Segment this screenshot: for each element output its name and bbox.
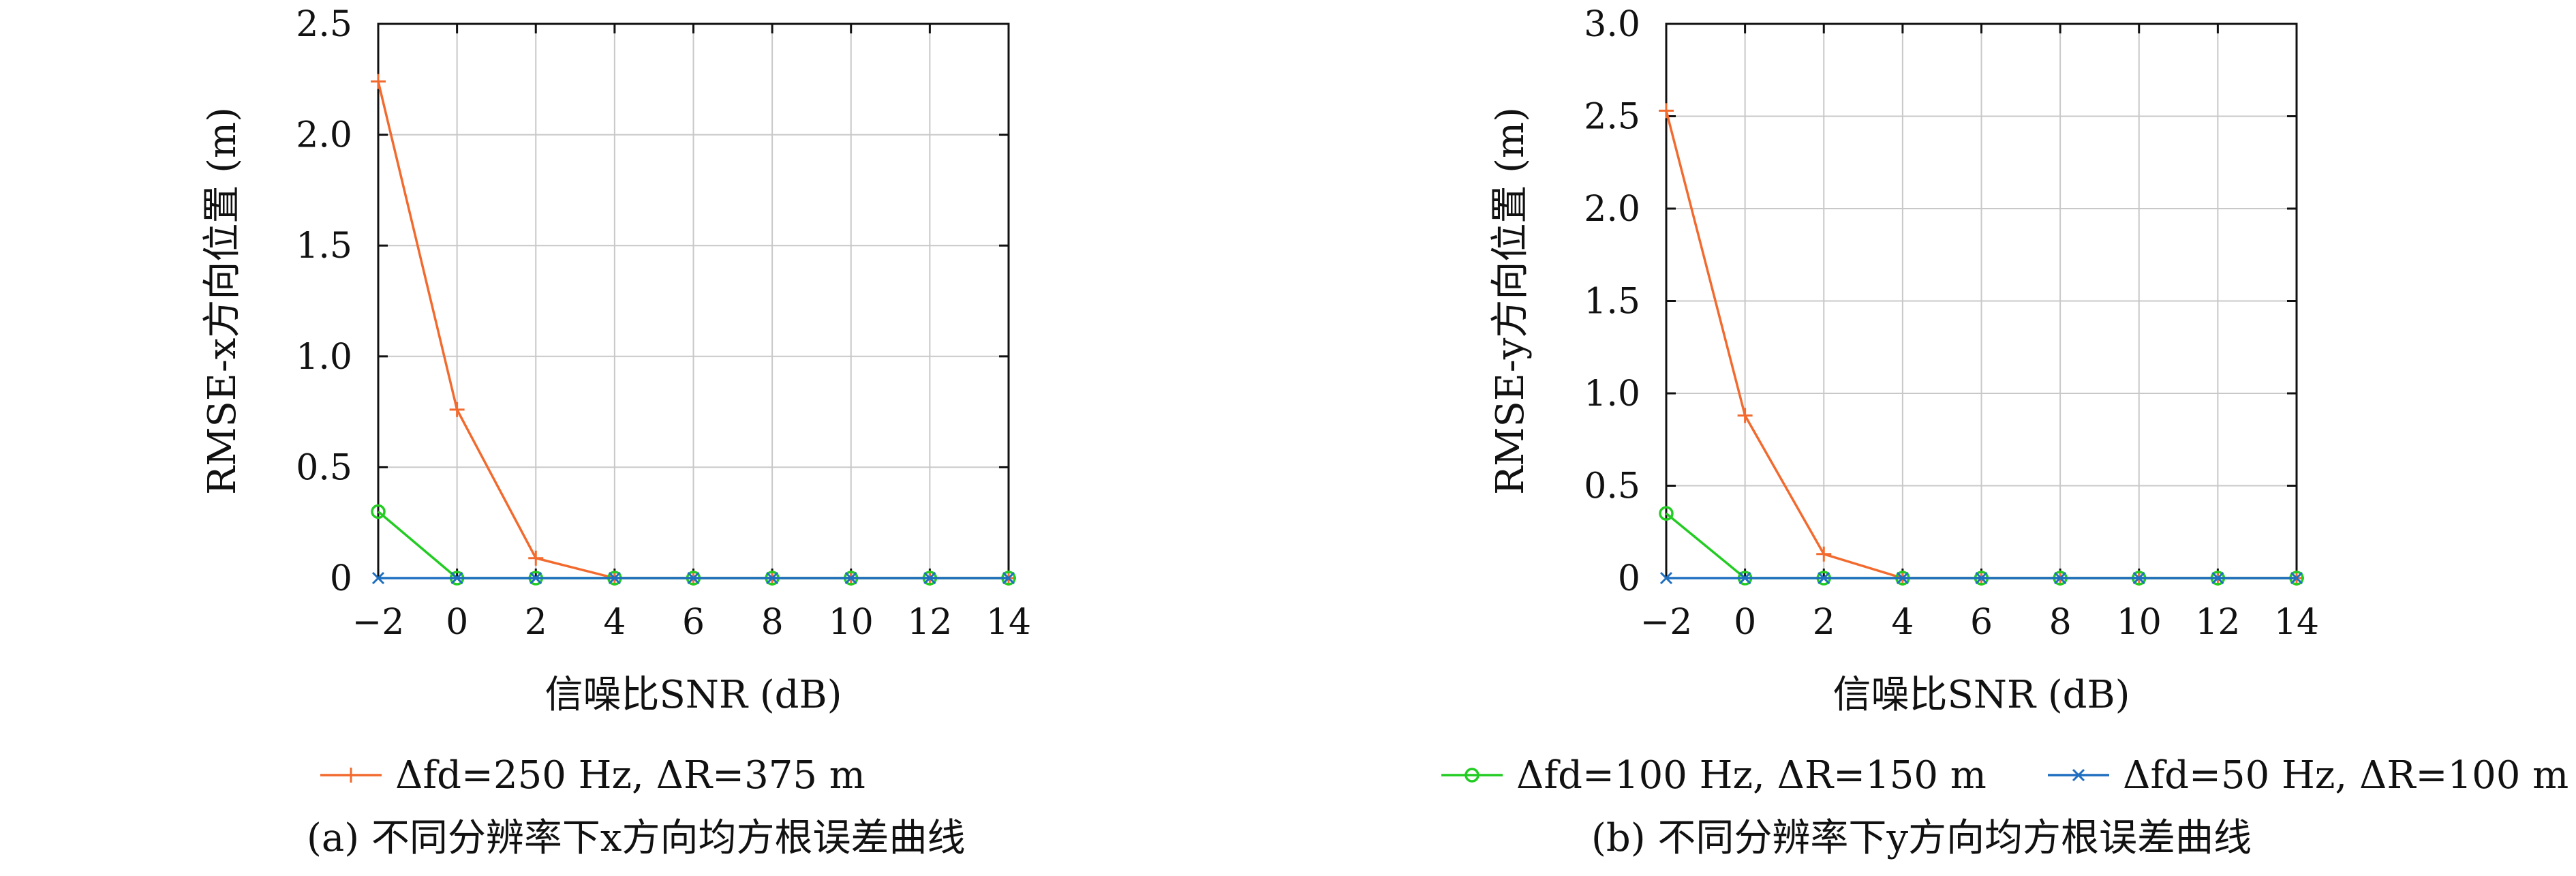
data-point-series-1 bbox=[449, 402, 465, 417]
y-axis-label: RMSE-x方向位置 (m) bbox=[200, 107, 245, 495]
y-tick-label: 2.5 bbox=[1584, 97, 1640, 138]
data-point-series-3 bbox=[2054, 571, 2067, 585]
data-point-series-2 bbox=[371, 504, 386, 519]
data-point-series-3 bbox=[2132, 571, 2145, 585]
y-tick-label: 0.5 bbox=[296, 447, 352, 488]
x-tick-label: 10 bbox=[2117, 602, 2162, 643]
x-tick-label: 4 bbox=[603, 602, 626, 643]
data-point-series-3 bbox=[1738, 571, 1751, 585]
data-point-series-3 bbox=[844, 571, 857, 585]
x-tick-label: 14 bbox=[986, 602, 1031, 643]
x-tick-label: 8 bbox=[761, 602, 784, 643]
data-point-series-1 bbox=[1737, 408, 1753, 423]
legend-marker bbox=[343, 768, 358, 783]
x-axis-label: 信噪比SNR (dB) bbox=[545, 673, 842, 717]
data-point-series-3 bbox=[2211, 571, 2224, 585]
x-tick-label: −2 bbox=[352, 602, 405, 643]
x-tick-label: 6 bbox=[682, 602, 705, 643]
legend-marker bbox=[1465, 768, 1479, 783]
y-axis-label: RMSE-y方向位置 (m) bbox=[1488, 107, 1533, 495]
x-tick-label: −2 bbox=[1640, 602, 1693, 643]
data-point-series-3 bbox=[2290, 571, 2303, 585]
data-point-series-1 bbox=[1659, 103, 1674, 119]
data-point-series-3 bbox=[1975, 571, 1988, 585]
legend-label: Δfd=250 Hz, ΔR=375 m bbox=[395, 753, 865, 798]
data-point-series-3 bbox=[1659, 571, 1673, 585]
x-tick-label: 10 bbox=[829, 602, 874, 643]
x-tick-label: 2 bbox=[1813, 602, 1835, 643]
x-tick-label: 4 bbox=[1891, 602, 1914, 643]
data-point-series-3 bbox=[1818, 571, 1830, 585]
data-point-series-3 bbox=[450, 571, 463, 585]
x-tick-label: 2 bbox=[525, 602, 547, 643]
legend-label: Δfd=100 Hz, ΔR=150 m bbox=[1516, 753, 1987, 798]
y-tick-label: 1.5 bbox=[296, 226, 352, 267]
data-point-series-1 bbox=[1816, 546, 1832, 562]
y-tick-label: 1.0 bbox=[1584, 374, 1640, 414]
data-point-series-3 bbox=[1002, 571, 1015, 585]
y-tick-label: 1.0 bbox=[296, 337, 352, 378]
y-tick-label: 2.0 bbox=[1584, 189, 1640, 230]
x-tick-label: 0 bbox=[446, 602, 468, 643]
data-point-series-3 bbox=[687, 571, 700, 585]
data-point-series-3 bbox=[371, 571, 385, 585]
data-point-series-3 bbox=[1896, 571, 1909, 585]
x-tick-label: 12 bbox=[2195, 602, 2240, 643]
y-tick-label: 2.5 bbox=[296, 4, 352, 45]
x-tick-label: 6 bbox=[1970, 602, 1993, 643]
data-point-series-1 bbox=[528, 550, 544, 566]
legend-marker bbox=[2072, 768, 2085, 782]
legend-label: Δfd=50 Hz, ΔR=100 m bbox=[2123, 753, 2569, 798]
y-tick-label: 0 bbox=[330, 558, 352, 599]
y-tick-label: 0.5 bbox=[1584, 466, 1640, 507]
y-tick-label: 3.0 bbox=[1584, 4, 1640, 45]
y-tick-label: 1.5 bbox=[1584, 282, 1640, 322]
x-tick-label: 12 bbox=[907, 602, 952, 643]
y-tick-label: 2.0 bbox=[296, 115, 352, 156]
panel-caption-b: (b) 不同分辨率下y方向均方根误差曲线 bbox=[1591, 816, 2252, 860]
x-axis-label: 信噪比SNR (dB) bbox=[1833, 673, 2130, 717]
legend: Δfd=250 Hz, ΔR=375 m Δfd=100 Hz, ΔR=150 m… bbox=[320, 753, 2569, 798]
data-point-series-3 bbox=[608, 571, 621, 585]
data-point-series-2 bbox=[1659, 506, 1674, 521]
y-tick-label: 0 bbox=[1618, 558, 1640, 599]
x-tick-label: 14 bbox=[2274, 602, 2319, 643]
panel-caption-a: (a) 不同分辨率下x方向均方根误差曲线 bbox=[307, 816, 965, 860]
data-point-series-3 bbox=[766, 571, 779, 585]
data-point-series-1 bbox=[371, 74, 386, 89]
data-point-series-3 bbox=[923, 571, 936, 585]
data-point-series-3 bbox=[530, 571, 542, 585]
x-tick-label: 8 bbox=[2049, 602, 2072, 643]
x-tick-label: 0 bbox=[1734, 602, 1756, 643]
